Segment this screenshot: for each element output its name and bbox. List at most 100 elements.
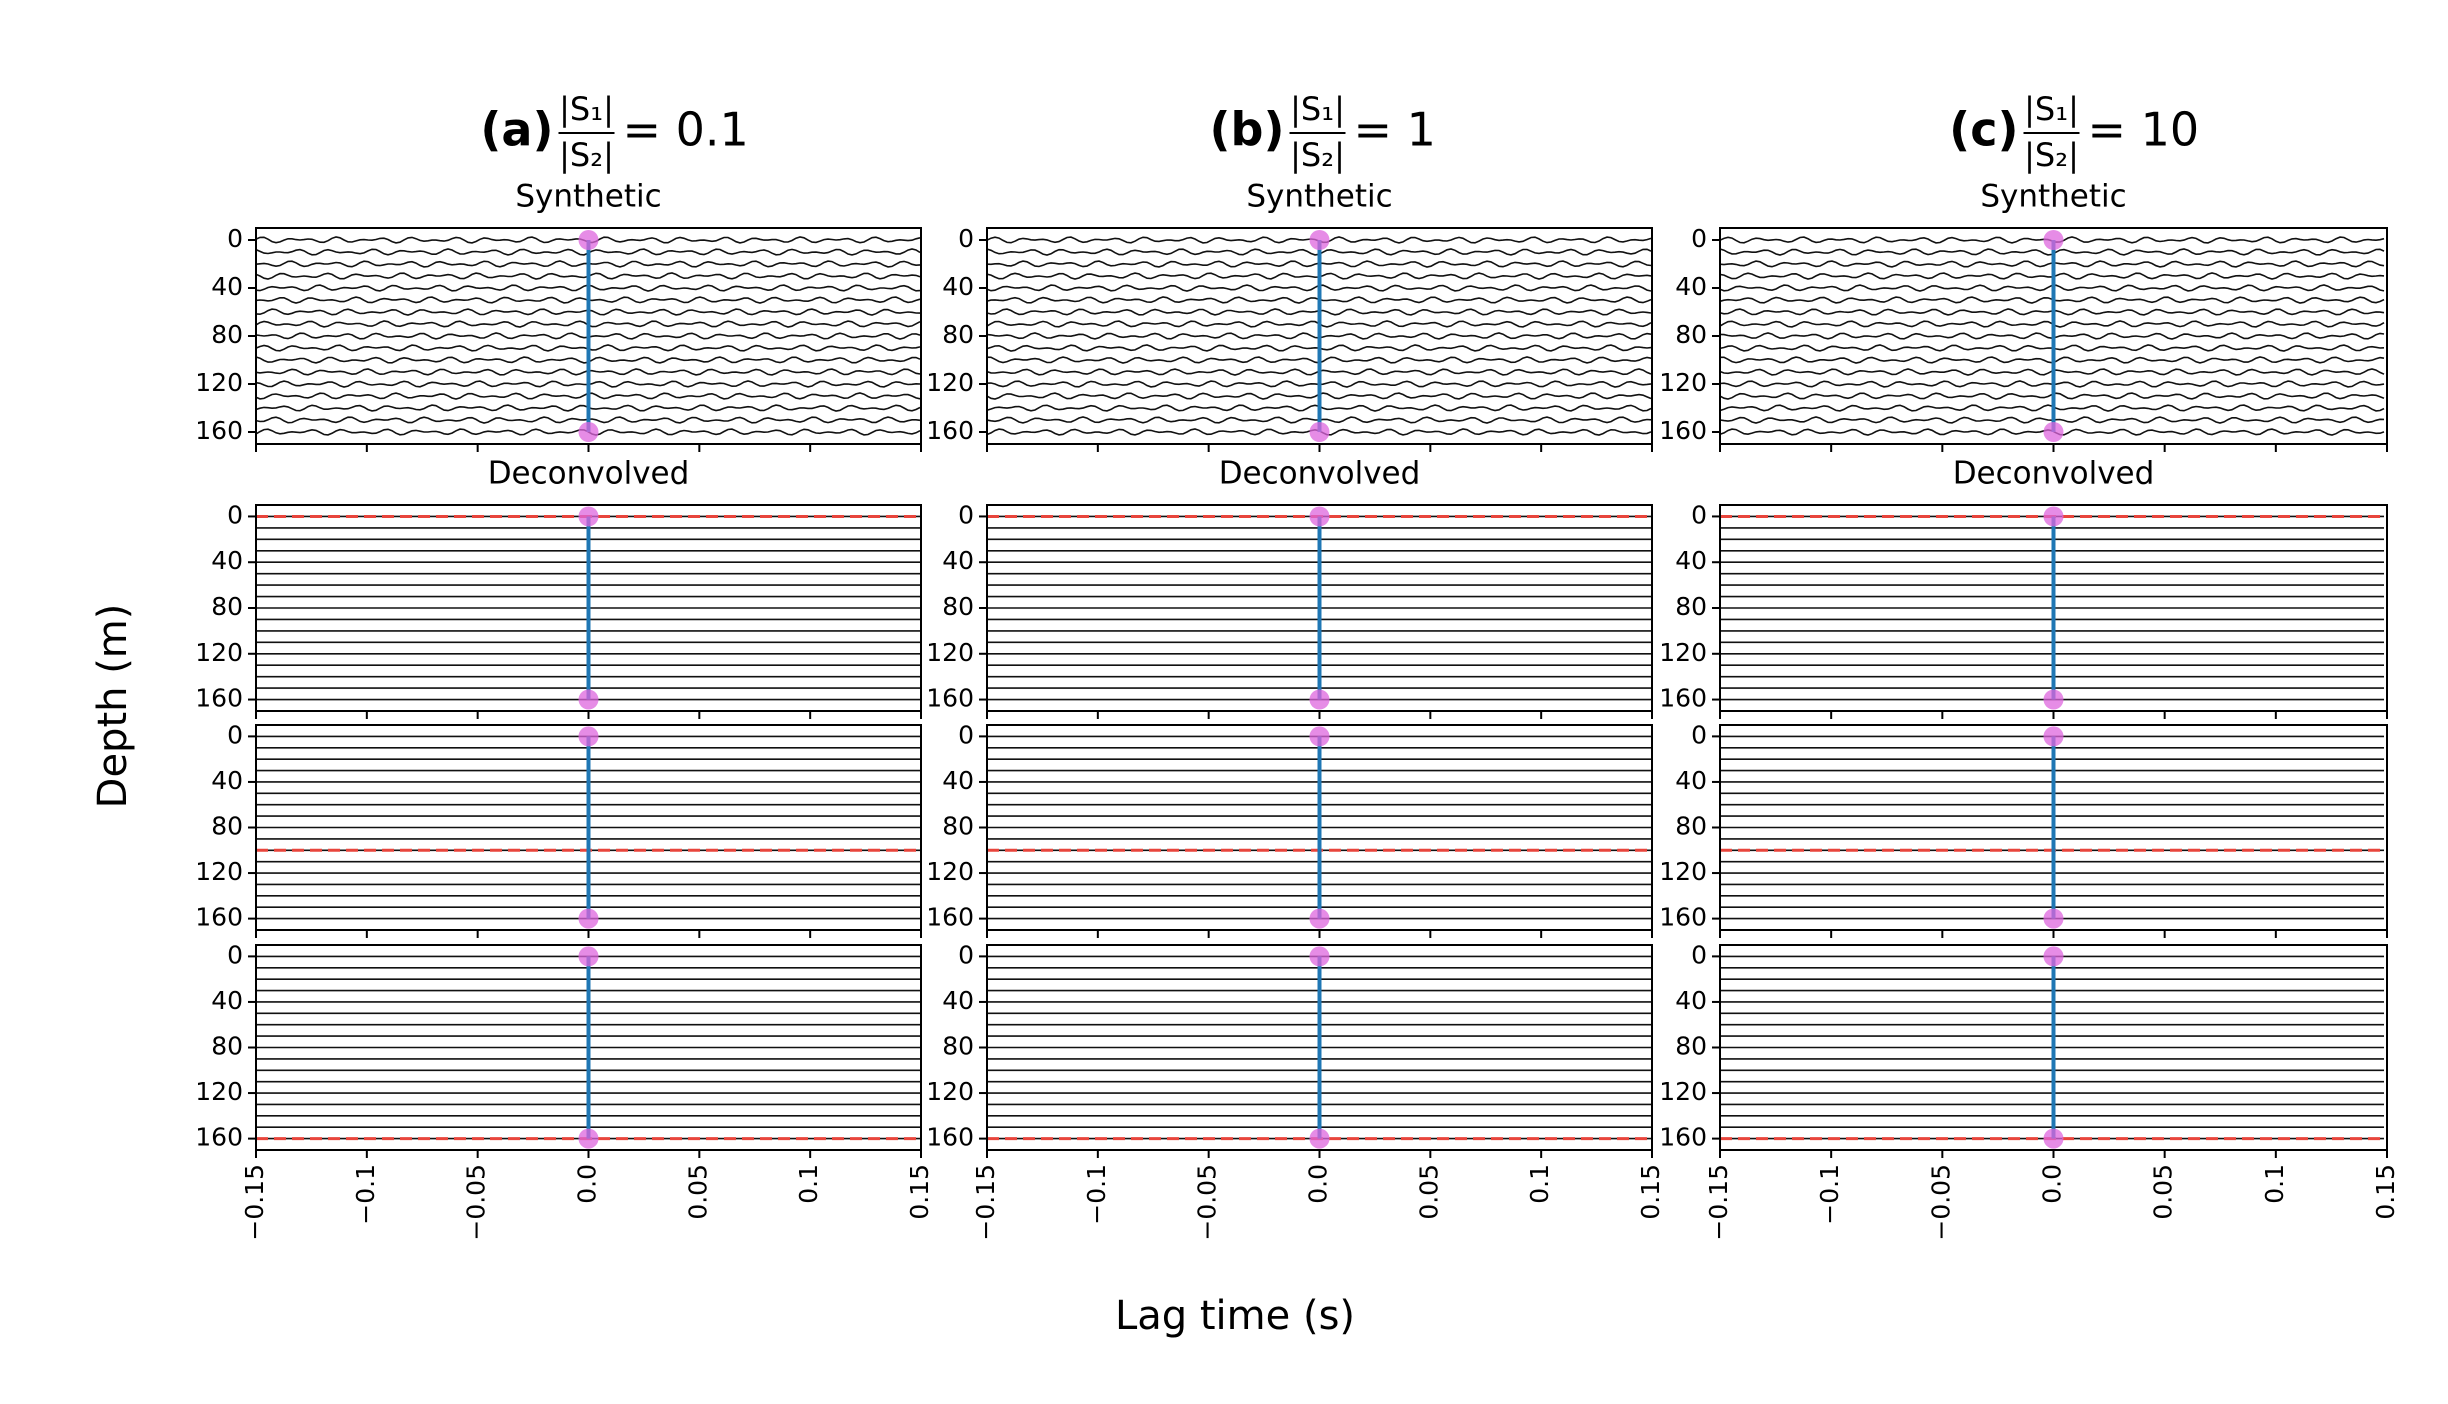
panel: 0 40 80 120 160 Synthetic bbox=[926, 179, 1653, 452]
marker bbox=[2043, 726, 2064, 747]
marker bbox=[1309, 689, 1330, 710]
panel: 0 40 80 120 160 Deconvolved bbox=[195, 456, 922, 719]
y-tick-label: 40 bbox=[942, 766, 974, 795]
ratio-denominator: |S₂| bbox=[2024, 136, 2079, 174]
panel-title: Deconvolved bbox=[1953, 456, 2155, 492]
y-tick-label: 120 bbox=[195, 368, 243, 397]
panel: 0 40 80 120 160 Deconvolved bbox=[926, 456, 1653, 719]
y-tick-label: 80 bbox=[942, 812, 974, 841]
y-tick-label: 40 bbox=[211, 546, 243, 575]
x-tick-label: −0.1 bbox=[1082, 1164, 1111, 1225]
marker bbox=[2043, 230, 2064, 250]
x-tick-label: 0.0 bbox=[2038, 1164, 2067, 1204]
y-tick-label: 0 bbox=[1691, 500, 1707, 529]
y-tick-label: 80 bbox=[211, 320, 243, 349]
y-tick-label: 80 bbox=[942, 1032, 974, 1061]
marker bbox=[578, 946, 599, 967]
ratio-numerator: |S₁| bbox=[1290, 90, 1345, 128]
y-tick-label: 80 bbox=[211, 592, 243, 621]
y-tick-label: 120 bbox=[1659, 1077, 1707, 1106]
y-tick-label: 80 bbox=[1675, 1032, 1707, 1061]
y-tick-label: 40 bbox=[942, 272, 974, 301]
y-tick-label: 80 bbox=[1675, 592, 1707, 621]
ratio-numerator: |S₁| bbox=[2024, 90, 2079, 128]
x-tick-label: 0.15 bbox=[1636, 1164, 1665, 1220]
panel: 0 40 80 120 160 bbox=[195, 720, 922, 938]
y-tick-label: 40 bbox=[1675, 546, 1707, 575]
marker bbox=[578, 908, 599, 929]
x-tick-label: 0.15 bbox=[905, 1164, 934, 1220]
panel-title: Deconvolved bbox=[1219, 456, 1421, 492]
y-tick-label: 0 bbox=[1691, 224, 1707, 253]
y-tick-label: 160 bbox=[195, 416, 243, 445]
column-label: (b) bbox=[1210, 103, 1285, 157]
y-tick-label: 160 bbox=[195, 684, 243, 713]
y-tick-label: 160 bbox=[926, 903, 974, 932]
y-tick-label: 80 bbox=[1675, 812, 1707, 841]
y-tick-label: 0 bbox=[958, 720, 974, 749]
marker bbox=[2043, 908, 2064, 929]
panel-title: Synthetic bbox=[1246, 179, 1392, 215]
y-tick-label: 160 bbox=[195, 1123, 243, 1152]
marker bbox=[2043, 946, 2064, 967]
marker bbox=[578, 422, 599, 442]
y-tick-label: 0 bbox=[227, 720, 243, 749]
y-tick-label: 40 bbox=[211, 986, 243, 1015]
marker bbox=[2043, 506, 2064, 527]
x-tick-label: −0.15 bbox=[240, 1164, 269, 1241]
y-tick-label: 120 bbox=[1659, 857, 1707, 886]
y-axis-label: Depth (m) bbox=[90, 604, 136, 809]
y-tick-label: 120 bbox=[1659, 368, 1707, 397]
y-tick-label: 120 bbox=[926, 857, 974, 886]
marker bbox=[1309, 908, 1330, 929]
panel: 0 40 80 120 160 Synthetic bbox=[1659, 179, 2388, 452]
x-tick-label: −0.05 bbox=[462, 1164, 491, 1241]
y-tick-label: 120 bbox=[195, 1077, 243, 1106]
x-tick-label: 0.05 bbox=[1414, 1164, 1443, 1220]
ratio-numerator: |S₁| bbox=[559, 90, 614, 128]
panel-title: Synthetic bbox=[1980, 179, 2126, 215]
x-tick-label: −0.05 bbox=[1193, 1164, 1222, 1241]
y-tick-label: 120 bbox=[926, 368, 974, 397]
y-tick-label: 160 bbox=[195, 903, 243, 932]
y-tick-label: 120 bbox=[926, 638, 974, 667]
ratio-value: = 0.1 bbox=[623, 103, 749, 157]
ratio-value: = 1 bbox=[1354, 103, 1436, 157]
marker bbox=[2043, 689, 2064, 710]
x-tick-label: 0.1 bbox=[794, 1164, 823, 1204]
y-tick-label: 40 bbox=[1675, 766, 1707, 795]
x-tick-label: 0.1 bbox=[1525, 1164, 1554, 1204]
y-tick-label: 0 bbox=[227, 940, 243, 969]
marker bbox=[2043, 1128, 2064, 1149]
panel-title: Deconvolved bbox=[488, 456, 690, 492]
y-tick-label: 160 bbox=[1659, 416, 1707, 445]
y-tick-label: 40 bbox=[942, 546, 974, 575]
y-tick-label: 160 bbox=[1659, 684, 1707, 713]
y-tick-label: 80 bbox=[211, 812, 243, 841]
y-tick-label: 160 bbox=[926, 1123, 974, 1152]
column-label: (c) bbox=[1949, 103, 2018, 157]
ratio-denominator: |S₂| bbox=[559, 136, 614, 174]
y-tick-label: 0 bbox=[1691, 940, 1707, 969]
y-tick-label: 40 bbox=[1675, 272, 1707, 301]
x-tick-label: −0.05 bbox=[1926, 1164, 1955, 1241]
ratio-value: = 10 bbox=[2088, 103, 2200, 157]
panel: 0 40 80 120 160 bbox=[926, 720, 1653, 938]
x-tick-label: 0.0 bbox=[573, 1164, 602, 1204]
column-label: (a) bbox=[480, 103, 553, 157]
marker bbox=[1309, 230, 1330, 250]
marker bbox=[1309, 1128, 1330, 1149]
x-tick-label: 0.0 bbox=[1304, 1164, 1333, 1204]
marker bbox=[1309, 726, 1330, 747]
x-axis-label: Lag time (s) bbox=[1115, 1293, 1355, 1339]
y-tick-label: 160 bbox=[926, 684, 974, 713]
x-tick-label: −0.15 bbox=[1704, 1164, 1733, 1241]
y-tick-label: 120 bbox=[195, 638, 243, 667]
y-tick-label: 40 bbox=[211, 766, 243, 795]
marker bbox=[1309, 946, 1330, 967]
y-tick-label: 120 bbox=[926, 1077, 974, 1106]
panel: 0 40 80 120 160 −0.15 −0.1 −0.05 0.0 0.05 0.1 0.15 bbox=[195, 940, 934, 1240]
panel-title: Synthetic bbox=[515, 179, 661, 215]
x-tick-label: 0.15 bbox=[2371, 1164, 2400, 1220]
